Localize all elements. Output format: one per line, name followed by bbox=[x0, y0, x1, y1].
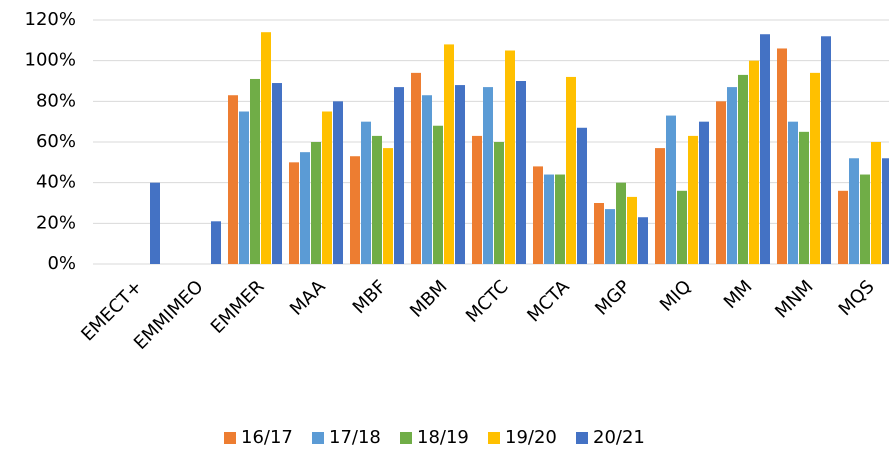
bar bbox=[627, 196, 637, 264]
bar bbox=[616, 182, 626, 264]
bar bbox=[777, 48, 787, 264]
x-tick-label: MCTA bbox=[523, 276, 574, 327]
bar bbox=[383, 148, 393, 264]
bar bbox=[860, 174, 870, 264]
bar bbox=[838, 190, 848, 264]
bar bbox=[577, 127, 587, 265]
x-tick-label: MBF bbox=[349, 276, 391, 318]
x-tick-label: MM bbox=[720, 276, 757, 313]
bar bbox=[394, 87, 404, 264]
bar bbox=[738, 74, 748, 265]
bar bbox=[422, 95, 432, 264]
bar bbox=[533, 166, 543, 264]
y-tick-label: 0% bbox=[47, 253, 76, 274]
bar bbox=[810, 72, 820, 264]
bar bbox=[849, 158, 859, 264]
bar bbox=[666, 115, 676, 264]
bar bbox=[882, 158, 889, 264]
bar bbox=[760, 34, 770, 264]
bar bbox=[716, 101, 726, 264]
bar bbox=[727, 87, 737, 264]
bar bbox=[788, 121, 798, 265]
bar bbox=[483, 87, 493, 264]
bar bbox=[871, 142, 881, 264]
y-tick-label: 40% bbox=[36, 172, 76, 193]
y-tick-label: 100% bbox=[25, 50, 76, 71]
bar bbox=[594, 203, 604, 264]
bar bbox=[239, 111, 249, 264]
y-tick-label: 120% bbox=[25, 9, 76, 30]
bar bbox=[505, 50, 515, 264]
x-tick-label: MQS bbox=[835, 276, 879, 320]
legend-swatch bbox=[488, 432, 500, 444]
legend-label: 18/19 bbox=[417, 427, 469, 448]
bar bbox=[566, 76, 576, 264]
bar bbox=[211, 221, 221, 264]
bar bbox=[605, 209, 615, 264]
bar bbox=[749, 60, 759, 264]
bar bbox=[228, 95, 238, 264]
y-tick-label: 80% bbox=[36, 90, 76, 111]
bar bbox=[300, 152, 310, 264]
x-tick-label: EMMER bbox=[207, 276, 269, 338]
bar bbox=[350, 156, 360, 264]
x-tick-label: MNM bbox=[771, 276, 817, 322]
bar bbox=[272, 83, 282, 265]
bar bbox=[361, 121, 371, 265]
y-tick-label: 20% bbox=[36, 212, 76, 233]
bar bbox=[322, 111, 332, 264]
bar bbox=[688, 135, 698, 264]
legend-label: 19/20 bbox=[505, 427, 557, 448]
x-tick-label: MAA bbox=[286, 276, 330, 320]
bar bbox=[472, 135, 482, 264]
legend-label: 17/18 bbox=[329, 427, 381, 448]
legend-swatch bbox=[400, 432, 412, 444]
bar bbox=[433, 125, 443, 264]
legend-label: 20/21 bbox=[593, 427, 645, 448]
legend-swatch bbox=[576, 432, 588, 444]
bar bbox=[516, 81, 526, 264]
bar bbox=[411, 72, 421, 264]
bar bbox=[821, 36, 831, 265]
bar bbox=[655, 148, 665, 264]
bar bbox=[261, 32, 271, 265]
legend-label: 16/17 bbox=[241, 427, 293, 448]
bar bbox=[311, 142, 321, 264]
bar bbox=[250, 78, 260, 264]
bar bbox=[372, 135, 382, 264]
bar bbox=[333, 101, 343, 264]
bar bbox=[455, 85, 465, 264]
bar bbox=[638, 217, 648, 264]
bar bbox=[544, 174, 554, 264]
x-tick-label: MCTC bbox=[462, 276, 513, 327]
bar bbox=[799, 131, 809, 264]
bar bbox=[677, 190, 687, 264]
x-tick-label: MIQ bbox=[656, 276, 696, 316]
x-tick-label: MGP bbox=[591, 276, 634, 319]
legend-swatch bbox=[312, 432, 324, 444]
bar bbox=[555, 174, 565, 264]
bar bbox=[494, 142, 504, 264]
bar bbox=[150, 182, 160, 264]
bar bbox=[289, 162, 299, 264]
bar bbox=[444, 44, 454, 265]
legend-swatch bbox=[224, 432, 236, 444]
y-tick-label: 60% bbox=[36, 131, 76, 152]
x-tick-label: MBM bbox=[406, 276, 452, 322]
bar bbox=[699, 121, 709, 265]
